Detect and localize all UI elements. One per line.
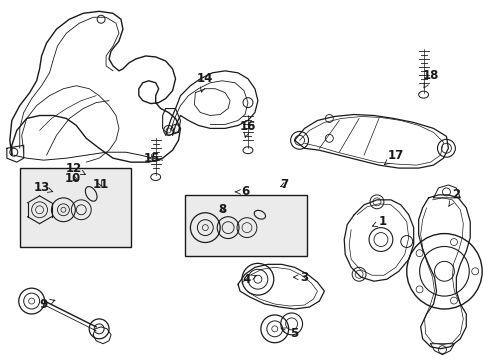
Text: 2: 2 bbox=[447, 188, 460, 207]
Text: 12: 12 bbox=[65, 162, 85, 175]
Text: 17: 17 bbox=[384, 149, 403, 165]
Bar bbox=[20, 168, 131, 247]
Text: 5: 5 bbox=[281, 327, 298, 340]
Text: 1: 1 bbox=[372, 215, 386, 228]
Text: 8: 8 bbox=[218, 203, 226, 216]
Text: 6: 6 bbox=[235, 185, 248, 198]
Text: 16: 16 bbox=[239, 120, 256, 138]
Text: 3: 3 bbox=[293, 271, 308, 284]
Text: 9: 9 bbox=[40, 297, 55, 311]
Text: 15: 15 bbox=[143, 152, 160, 165]
Text: 7: 7 bbox=[280, 179, 288, 192]
Text: 11: 11 bbox=[93, 179, 109, 192]
Text: 13: 13 bbox=[33, 181, 53, 194]
Text: 18: 18 bbox=[422, 69, 438, 88]
Text: 14: 14 bbox=[197, 72, 213, 92]
Bar bbox=[185, 195, 306, 256]
Text: 4: 4 bbox=[243, 273, 256, 286]
Text: 10: 10 bbox=[64, 171, 81, 185]
